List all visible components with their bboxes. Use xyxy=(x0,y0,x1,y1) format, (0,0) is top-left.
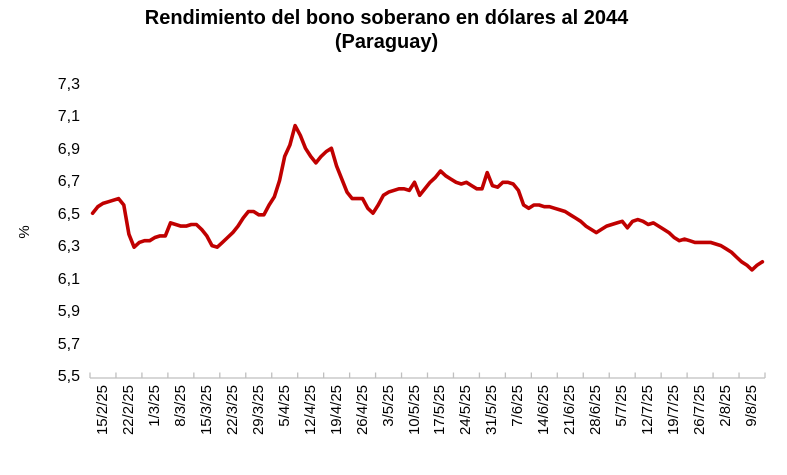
y-tick-label: 6,9 xyxy=(57,140,80,158)
chart-subtitle: (Paraguay) xyxy=(334,31,439,53)
x-tick-label: 22/2/25 xyxy=(119,385,137,436)
x-tick-label: 29/3/25 xyxy=(249,385,267,436)
y-tick-label: 6,5 xyxy=(57,205,80,223)
x-tick-label: 19/4/25 xyxy=(327,385,345,436)
x-tick-label: 12/7/25 xyxy=(639,385,657,436)
x-tick-label: 5/7/25 xyxy=(613,385,631,427)
x-tick-label: 26/4/25 xyxy=(353,385,371,436)
x-tick-label: 21/6/25 xyxy=(561,385,579,436)
x-tick-label: 31/5/25 xyxy=(483,385,501,436)
y-tick-label: 6,7 xyxy=(57,173,80,191)
yield-line-series xyxy=(90,123,765,272)
x-tick-label: 2/8/25 xyxy=(717,385,735,427)
x-tick-label: 10/5/25 xyxy=(405,385,423,436)
x-tick-label: 15/2/25 xyxy=(93,385,111,436)
x-tick-label: 14/6/25 xyxy=(535,385,553,436)
y-tick-label: 7,3 xyxy=(57,76,80,93)
x-tick-label: 15/3/25 xyxy=(197,385,215,436)
x-tick-label: 9/8/25 xyxy=(743,385,761,427)
y-tick-label: 5,5 xyxy=(57,368,80,385)
x-tick-label: 22/3/25 xyxy=(223,385,241,436)
x-tick-label: 3/5/25 xyxy=(379,385,397,427)
y-tick-label: 6,1 xyxy=(57,270,80,288)
x-tick-label: 7/6/25 xyxy=(509,385,527,427)
x-tick-label: 24/5/25 xyxy=(457,385,475,436)
x-tick-label: 17/5/25 xyxy=(431,385,449,436)
x-tick-label: 26/7/25 xyxy=(691,385,709,436)
x-tick-label: 1/3/25 xyxy=(145,385,163,427)
y-tick-label: 6,3 xyxy=(57,238,80,256)
x-tick-label: 28/6/25 xyxy=(587,385,605,436)
x-tick-label: 5/4/25 xyxy=(275,385,293,427)
y-tick-label: 5,9 xyxy=(57,303,80,321)
chart-title: Rendimiento del bono soberano en dólares… xyxy=(144,7,629,29)
x-tick-label: 12/4/25 xyxy=(301,385,319,436)
x-tick-label: 19/7/25 xyxy=(665,385,683,436)
y-tick-label: 7,1 xyxy=(57,108,80,126)
y-tick-label: 5,7 xyxy=(57,335,80,353)
x-tick-label: 8/3/25 xyxy=(171,385,189,427)
